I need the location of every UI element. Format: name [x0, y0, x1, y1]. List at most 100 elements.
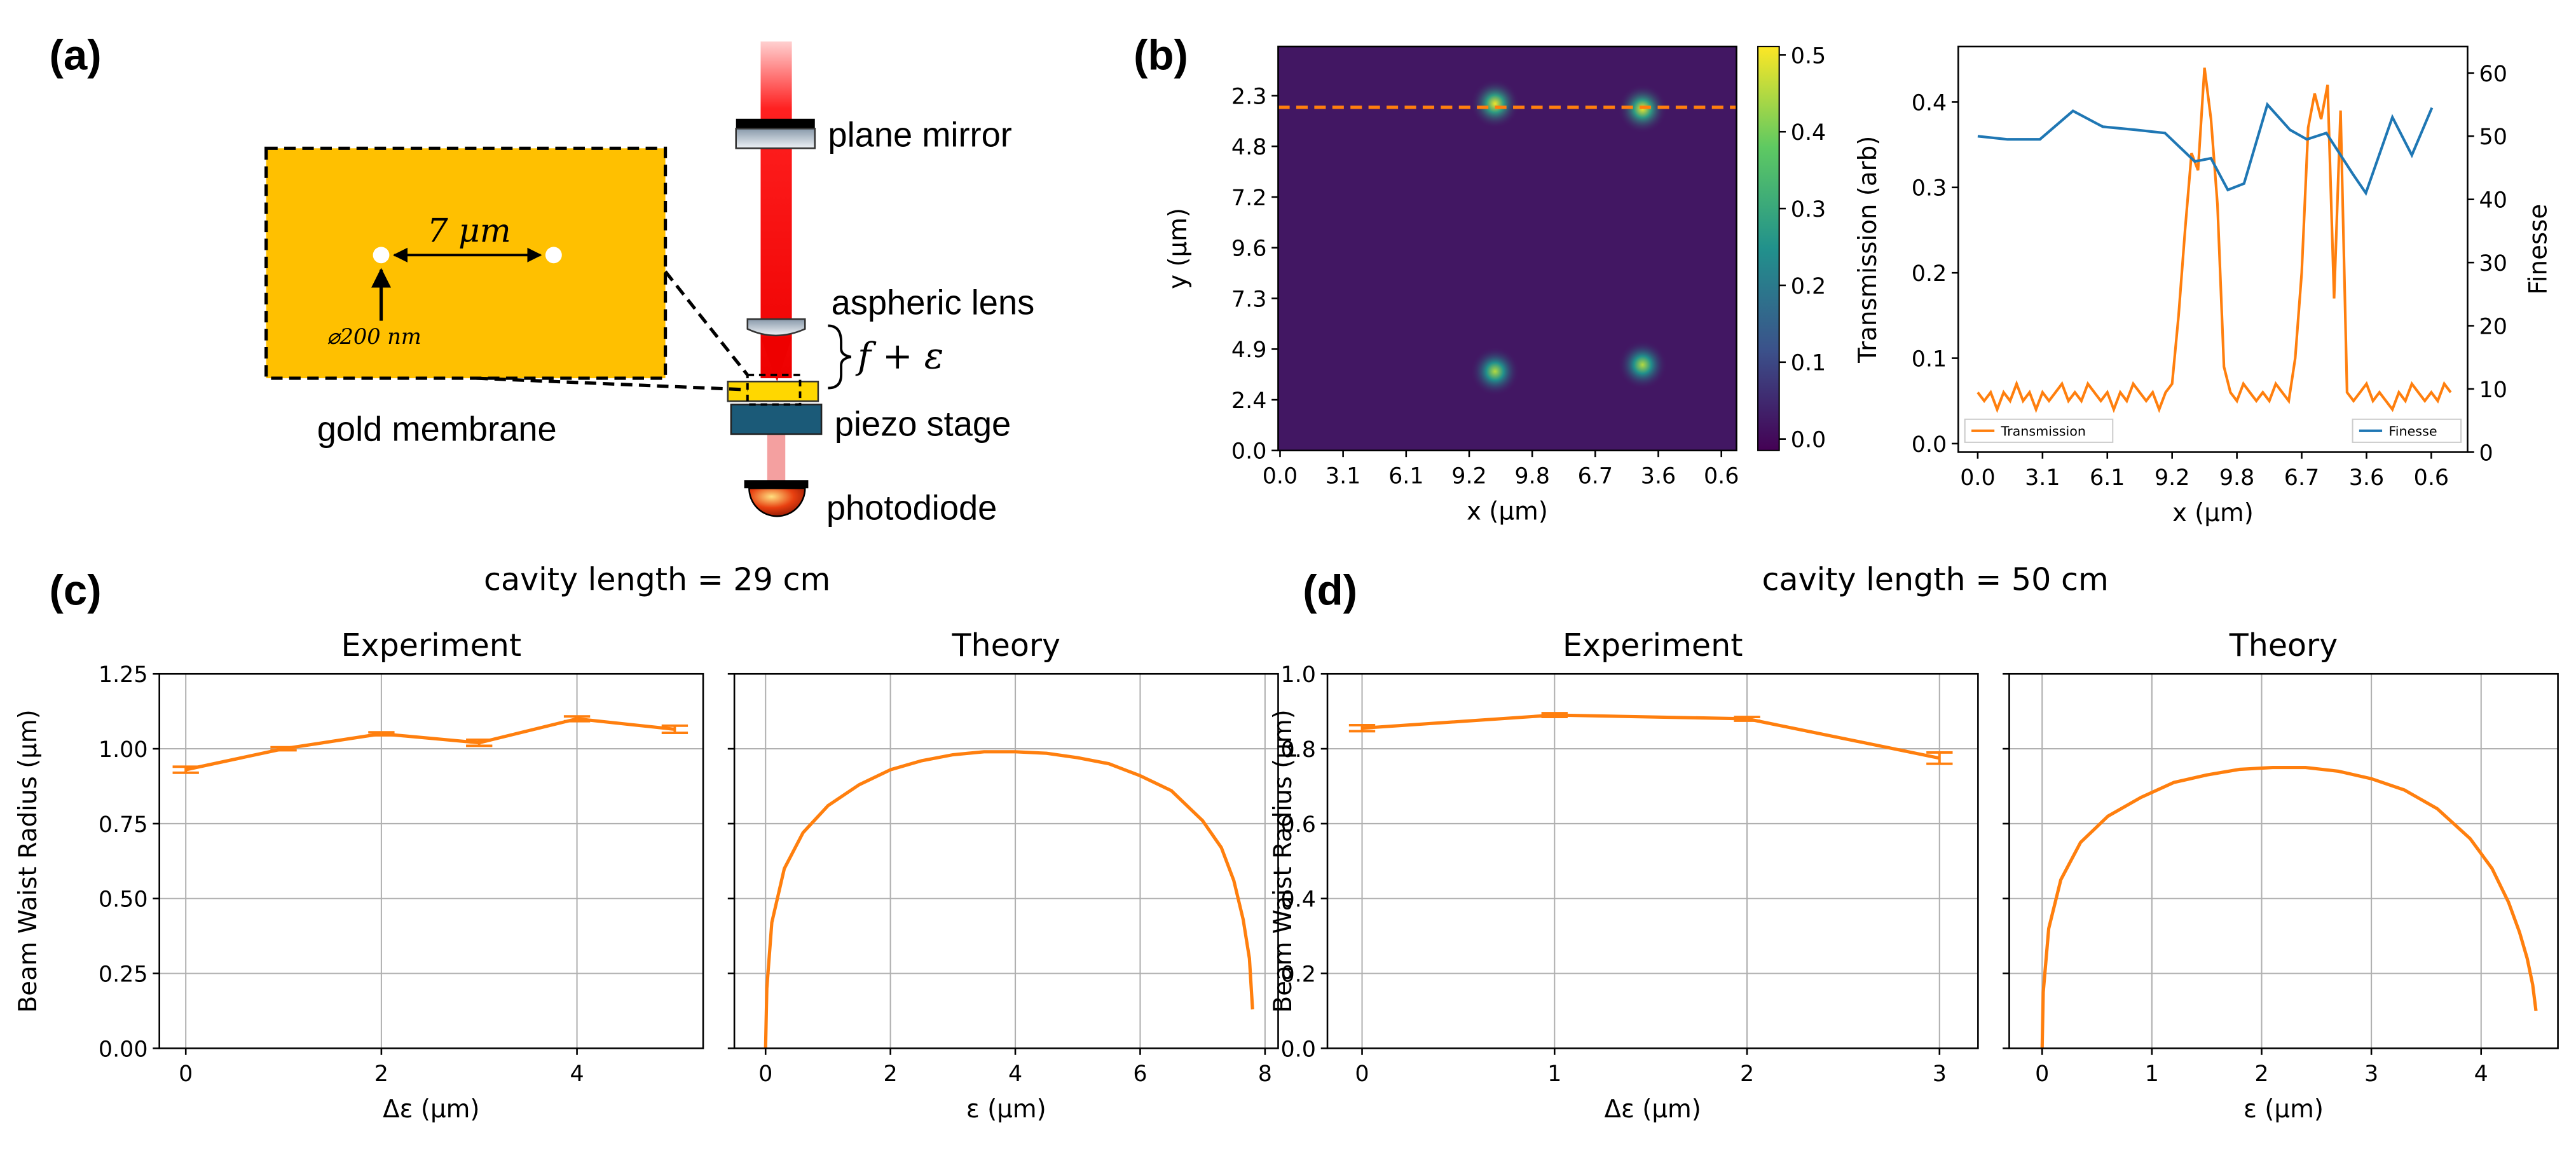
y2-tick-label: 40 — [2479, 188, 2507, 214]
y-tick-label: 0.00 — [99, 1037, 148, 1062]
x-tick-label: 6.1 — [2090, 465, 2125, 491]
y-tick-label: 0.2 — [1912, 261, 1947, 287]
chart: 0 1 2 3 4 ε (μm) Theory — [2003, 627, 2559, 1124]
aspheric-lens — [746, 318, 806, 337]
hole — [545, 247, 562, 264]
x-axis-label: Δε (μm) — [1604, 1095, 1701, 1124]
y-tick-label: 0.3 — [1912, 176, 1947, 201]
x-tick-label: 2 — [1740, 1061, 1754, 1087]
x-tick-label: 2 — [374, 1061, 388, 1087]
x-tick-label: 2 — [884, 1061, 898, 1087]
panel-label: (a) — [50, 31, 102, 79]
piezo-stage — [730, 404, 823, 435]
x-tick-label: 3.6 — [1641, 463, 1676, 489]
plane-mirror — [735, 128, 816, 149]
data-line — [1977, 67, 2452, 414]
error-bar — [172, 765, 199, 774]
x-axis-label: x (μm) — [2172, 499, 2254, 528]
y-axis-label: Transmission (arb) — [1854, 136, 1882, 364]
colorbar-tick-label: 0.4 — [1791, 120, 1826, 146]
chart-suptitle: cavity length = 50 cm — [1762, 561, 2109, 597]
intensity-spot — [1617, 340, 1668, 390]
y-axis-label: Beam Waist Radius (μm) — [14, 709, 43, 1012]
hole — [373, 247, 390, 264]
x-tick-label: 0.6 — [1704, 463, 1739, 489]
focused-beam — [760, 337, 792, 382]
mirror-label: plane mirror — [828, 116, 1011, 154]
focus-label: f + ε — [855, 336, 943, 378]
data-line — [185, 717, 675, 772]
colorbar — [1757, 46, 1780, 451]
stage-label: piezo stage — [835, 405, 1011, 444]
diameter-label: ⌀200 nm — [327, 324, 421, 349]
plot-frame — [733, 672, 1279, 1049]
y-tick-label: 7.3 — [1231, 287, 1266, 312]
panel-label: (c) — [50, 567, 102, 615]
legend-label: Finesse — [2388, 424, 2437, 439]
y-tick-label: 1.00 — [99, 737, 148, 763]
panel-label: (b) — [1134, 31, 1188, 79]
data-line — [1362, 713, 1940, 760]
y-axis-label: Beam Waist Radius (μm) — [1269, 709, 1298, 1012]
x-tick-label: 4 — [1008, 1061, 1022, 1087]
chart: Transmission Finesse 0.0 3.1 6.1 9.2 9.8 6.7 3.6… — [1854, 45, 2552, 528]
chart-title: Theory — [2229, 627, 2338, 664]
y2-tick-label: 20 — [2479, 314, 2507, 339]
plot-frame — [158, 672, 704, 1049]
x-tick-label: 9.8 — [1514, 463, 1549, 489]
colorbar-tick-label: 0.5 — [1791, 43, 1826, 69]
y-tick-label: 2.3 — [1231, 84, 1266, 109]
y-tick-label: 1.0 — [1280, 662, 1315, 688]
chart: 0.0 0.1 0.2 0.3 0.4 0.5 0.0 3.1 6.1 9.2 9.8 6.7 3.6 0… — [1164, 43, 1826, 526]
y-tick-label: 2.4 — [1231, 388, 1266, 414]
x-tick-label: 9.2 — [1451, 463, 1486, 489]
y-tick-label: 0.25 — [99, 962, 148, 988]
photodiode-label: photodiode — [826, 489, 997, 527]
y2-axis-label: Finesse — [2524, 204, 2552, 295]
colorbar-tick-label: 0.2 — [1791, 274, 1826, 299]
x-tick-label: 0.6 — [2414, 465, 2449, 491]
x-axis-label: x (μm) — [1467, 497, 1548, 526]
x-tick-label: 0.0 — [1263, 463, 1298, 489]
transmitted-beam — [767, 433, 786, 484]
colorbar-tick-label: 0.3 — [1791, 197, 1826, 222]
x-tick-label: 0.0 — [1960, 465, 1995, 491]
y2-tick-label: 30 — [2479, 251, 2507, 276]
plot-frame — [1326, 672, 1979, 1049]
mirror-coating — [736, 118, 815, 129]
membrane-label: gold membrane — [317, 410, 557, 448]
y2-tick-label: 50 — [2479, 125, 2507, 150]
x-tick-label: 6.7 — [2284, 465, 2319, 491]
x-tick-label: 3 — [2364, 1061, 2378, 1087]
error-bar — [1348, 724, 1376, 733]
data-line — [1977, 102, 2434, 196]
chart: 0 2 4 6 8 ε (μm) Theory — [727, 627, 1279, 1124]
chart-suptitle: cavity length = 29 cm — [484, 561, 830, 597]
chart: 0 2 4 0.00 0.25 0.50 0.75 1.00 1.25 Δε (μm) Beam W… — [14, 561, 830, 1124]
data-line — [764, 750, 1254, 1049]
chart-title: Experiment — [341, 627, 522, 664]
x-tick-label: 3.1 — [2025, 465, 2060, 491]
x-axis-label: Δε (μm) — [383, 1095, 479, 1124]
setup-diagram: 7 μm ⌀200 nm f + ε plane mirror aspheric… — [264, 41, 1034, 527]
x-tick-label: 4 — [570, 1061, 584, 1087]
chart-title: Theory — [952, 627, 1061, 664]
y-tick-label: 0.6 — [1280, 812, 1315, 838]
y-tick-label: 0.0 — [1912, 432, 1947, 458]
y-tick-label: 0.2 — [1280, 962, 1315, 988]
x-tick-label: 0 — [1355, 1061, 1369, 1087]
x-axis-label: ε (μm) — [2244, 1095, 2324, 1124]
y-tick-label: 9.6 — [1231, 236, 1266, 262]
x-tick-label: 4 — [2474, 1061, 2488, 1087]
error-bar — [368, 731, 395, 737]
y2-tick-label: 10 — [2479, 378, 2507, 403]
y2-tick-label: 60 — [2479, 62, 2507, 87]
zoom-line — [476, 376, 748, 392]
x-tick-label: 2 — [2254, 1061, 2268, 1087]
error-bar — [1926, 751, 1953, 765]
chart: 0 1 2 3 0.0 0.2 0.4 0.6 0.8 1.0 Δε (μm) Beam Waist … — [1269, 561, 2109, 1124]
plot-frame — [2008, 672, 2559, 1049]
x-tick-label: 6.1 — [1388, 463, 1423, 489]
data-line — [2040, 765, 2538, 1049]
